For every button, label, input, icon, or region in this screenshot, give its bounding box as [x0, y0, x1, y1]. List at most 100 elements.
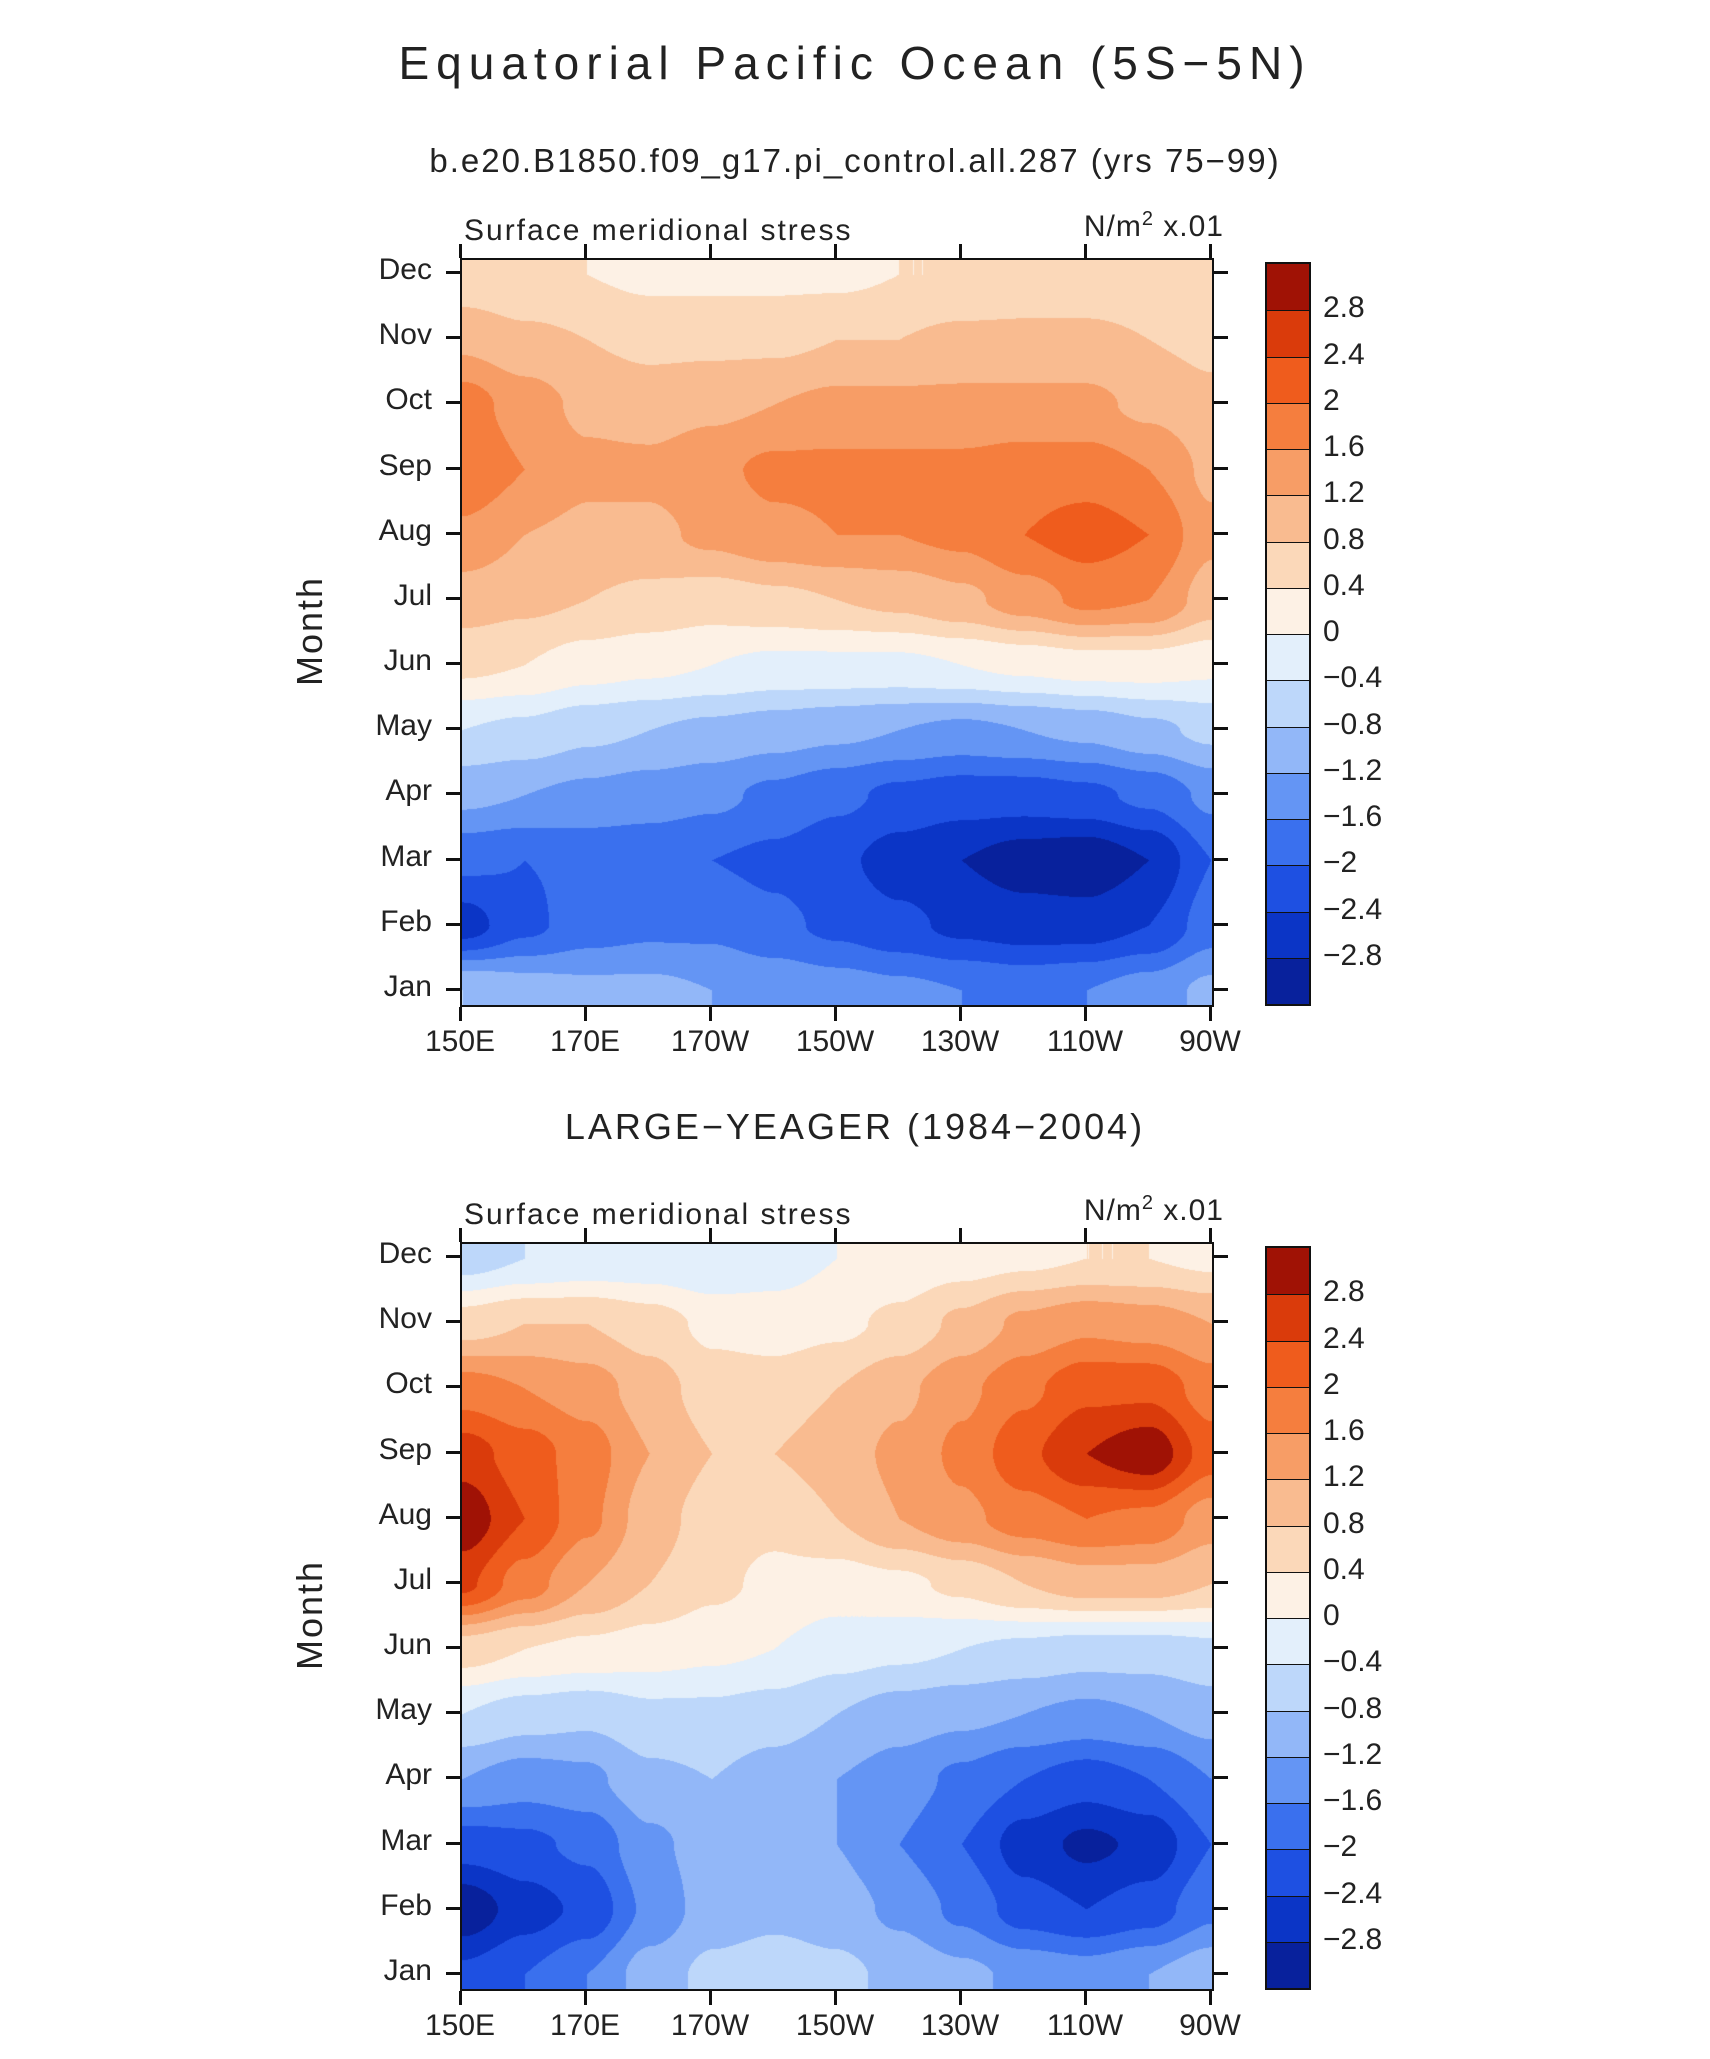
colorbar-cell: [1267, 957, 1309, 1004]
colorbar-tick-label: 2.8: [1323, 1275, 1365, 1309]
month-tick-left: [446, 922, 460, 926]
month-tick-label: Nov: [378, 1302, 432, 1336]
y-axis-title: Month: [289, 1559, 330, 1671]
colorbar-cell: [1267, 1386, 1309, 1433]
lon-tick-top: [709, 244, 712, 258]
colorbar-cell: [1267, 1618, 1309, 1665]
month-tick-label: Apr: [385, 774, 432, 808]
month-tick-label: Oct: [385, 383, 432, 417]
lon-tick-bottom: [584, 1991, 587, 2005]
month-tick-right: [1214, 1841, 1228, 1845]
month-tick-right: [1214, 466, 1228, 470]
lon-tick-bottom: [709, 1991, 712, 2005]
colorbar-cell: [1267, 911, 1309, 958]
colorbar-tick-label: −0.8: [1323, 707, 1383, 741]
obs-heatmap-canvas: [460, 1242, 1214, 1991]
month-tick-left: [446, 596, 460, 600]
colorbar-cell: [1267, 1941, 1309, 1988]
month-tick-left: [446, 662, 460, 666]
colorbar-cell: [1267, 356, 1309, 403]
month-tick-right: [1214, 1320, 1228, 1324]
lon-tick-label: 110W: [1046, 2009, 1124, 2042]
month-tick-right: [1214, 1255, 1228, 1258]
colorbar-tick-label: 0: [1323, 615, 1340, 648]
month-tick-left: [446, 1515, 460, 1519]
month-tick-label: Jun: [383, 1628, 432, 1662]
lon-tick-bottom: [709, 1007, 712, 1021]
lon-tick-bottom: [459, 1007, 462, 1021]
colorbar-tick-label: 2.4: [1323, 1321, 1365, 1355]
colorbar-cell: [1267, 1479, 1309, 1526]
lon-tick-label: 150W: [795, 2009, 875, 2042]
lon-tick-bottom: [1084, 1991, 1087, 2005]
month-tick-right: [1214, 1906, 1228, 1910]
lon-tick-top: [1209, 1228, 1212, 1242]
month-tick-label: Mar: [380, 839, 432, 873]
colorbar-tick-label: −2: [1323, 1830, 1358, 1864]
colorbar-tick-label: 0: [1323, 1599, 1340, 1632]
month-tick-right: [1214, 857, 1228, 861]
colorbar-tick-label: 2: [1323, 383, 1340, 417]
colorbar: [1265, 1246, 1311, 1990]
lon-tick-top: [584, 244, 587, 258]
lon-tick-label: 170E: [549, 1025, 621, 1058]
month-tick-label: Jul: [393, 1562, 432, 1596]
colorbar-tick-label: 1.2: [1323, 1460, 1365, 1494]
month-tick-right: [1214, 271, 1228, 274]
colorbar-tick-label: 2.4: [1323, 337, 1365, 371]
lon-tick-bottom: [959, 1991, 962, 2005]
obs-dataset-subtitle: LARGE−YEAGER (1984−2004): [564, 1106, 1146, 1147]
lon-tick-label: 110W: [1046, 1025, 1124, 1058]
colorbar-cell: [1267, 1895, 1309, 1942]
colorbar-tick-label: 0.8: [1323, 1506, 1365, 1540]
lon-tick-top: [459, 1228, 462, 1242]
colorbar-tick-label: −0.4: [1323, 1645, 1383, 1679]
colorbar-cell: [1267, 449, 1309, 496]
obs-hovmoller-panel: Surface meridional stress N/m2 x.01 Mont…: [289, 1192, 1382, 2042]
month-tick-left: [446, 857, 460, 861]
month-tick-left: [446, 466, 460, 470]
colorbar-cell: [1267, 1664, 1309, 1711]
colorbar-tick-label: 1.2: [1323, 476, 1365, 510]
colorbar-tick-label: −1.6: [1323, 800, 1383, 833]
lon-tick-bottom: [1209, 1991, 1212, 2005]
colorbar-tick-label: 1.6: [1323, 430, 1365, 463]
month-tick-left: [446, 1841, 460, 1845]
month-tick-left: [446, 1450, 460, 1454]
colorbar-tick-label: −0.8: [1323, 1691, 1383, 1725]
month-tick-left: [446, 531, 460, 535]
month-tick-right: [1214, 1711, 1228, 1715]
colorbar-tick-label: −2.8: [1323, 1922, 1383, 1956]
month-tick-right: [1214, 662, 1228, 666]
panel-title: Surface meridional stress: [464, 214, 853, 247]
lon-tick-label: 150W: [795, 1025, 875, 1058]
colorbar-cell: [1267, 1803, 1309, 1850]
lon-tick-top: [1084, 1228, 1087, 1242]
colorbar-tick-label: 2: [1323, 1367, 1340, 1401]
y-axis-title: Month: [289, 575, 330, 687]
month-tick-left: [446, 336, 460, 340]
month-tick-label: Jul: [393, 578, 432, 612]
month-tick-label: Aug: [378, 1497, 432, 1531]
month-tick-label: May: [375, 709, 432, 743]
month-tick-label: Jun: [383, 644, 432, 678]
month-tick-label: Dec: [378, 253, 432, 286]
colorbar-cell: [1267, 310, 1309, 357]
lon-tick-top: [959, 244, 962, 258]
lon-tick-top: [709, 1228, 712, 1242]
lon-tick-bottom: [959, 1007, 962, 1021]
units-label: N/m2 x.01: [1083, 208, 1224, 243]
month-tick-left: [446, 1385, 460, 1389]
colorbar-tick-label: −0.4: [1323, 661, 1383, 695]
month-tick-label: Aug: [378, 513, 432, 547]
month-tick-left: [446, 988, 460, 991]
month-tick-label: Jan: [383, 1954, 432, 1987]
lon-tick-label: 150E: [424, 2009, 496, 2042]
month-tick-right: [1214, 988, 1228, 991]
panel-title: Surface meridional stress: [464, 1198, 853, 1231]
colorbar-tick-label: −2.4: [1323, 1876, 1383, 1910]
month-tick-left: [446, 1906, 460, 1910]
month-tick-right: [1214, 1515, 1228, 1519]
month-tick-left: [446, 1320, 460, 1324]
month-tick-right: [1214, 1580, 1228, 1584]
